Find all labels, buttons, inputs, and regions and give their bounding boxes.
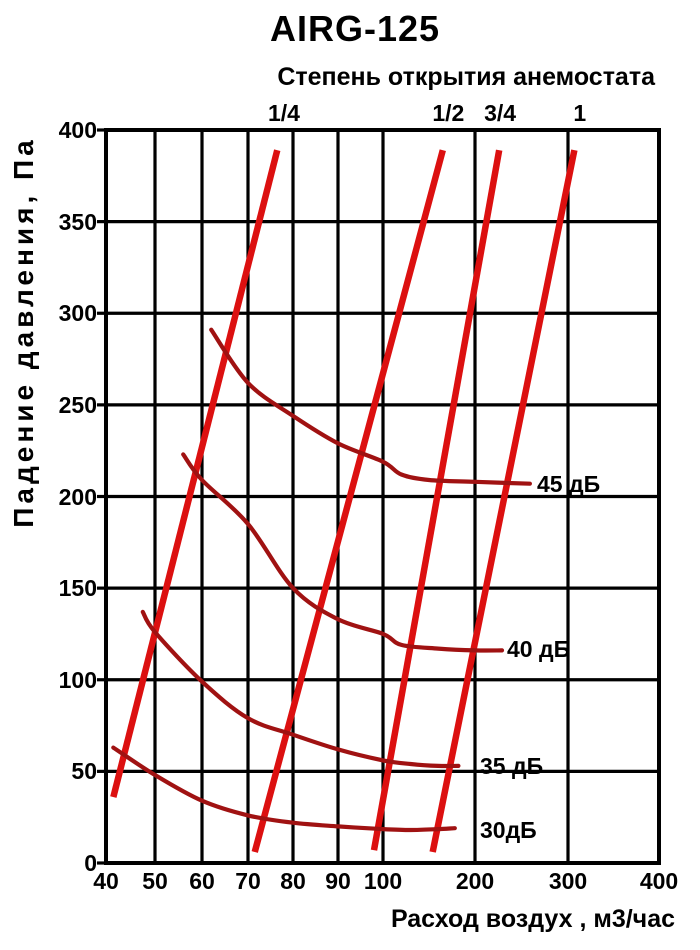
top-tick-3/4: 3/4 bbox=[484, 100, 517, 126]
noise-label-35 дБ: 35 дБ bbox=[480, 753, 544, 779]
x-tick-200: 200 bbox=[455, 868, 495, 894]
noise-curve-40 дБ bbox=[181, 452, 505, 653]
plot-frame bbox=[104, 128, 661, 865]
y-tick-50: 50 bbox=[71, 758, 97, 785]
x-tick-40: 40 bbox=[93, 868, 119, 894]
noise-curve-30дБ bbox=[111, 745, 457, 833]
y-tick-100: 100 bbox=[58, 666, 97, 693]
top-tick-1/2: 1/2 bbox=[432, 100, 465, 126]
y-tick-400: 400 bbox=[58, 117, 97, 143]
top-axis-label: Степень открытия анемостата bbox=[277, 63, 655, 91]
opening-line-3/4 bbox=[370, 149, 503, 851]
y-tick-250: 250 bbox=[58, 391, 97, 418]
opening-line-1/2 bbox=[251, 149, 446, 853]
chart-title: AIRG-125 bbox=[270, 8, 441, 49]
x-tick-80: 80 bbox=[280, 868, 306, 894]
x-tick-90: 90 bbox=[325, 868, 351, 894]
opening-line-1 bbox=[429, 149, 578, 853]
top-tick-1: 1 bbox=[573, 100, 587, 126]
noise-label-30дБ: 30дБ bbox=[480, 817, 537, 843]
x-axis-label: Расход воздух , м3/час bbox=[390, 905, 675, 933]
noise-label-40 дБ: 40 дБ bbox=[507, 636, 571, 662]
noise-curve-35 дБ bbox=[140, 609, 461, 769]
y-tick-200: 200 bbox=[58, 483, 97, 510]
x-tick-60: 60 bbox=[189, 868, 215, 894]
x-tick-400: 400 bbox=[639, 868, 679, 894]
y-tick-150: 150 bbox=[58, 575, 97, 602]
y-tick-350: 350 bbox=[58, 208, 97, 235]
top-tick-1/4: 1/4 bbox=[268, 100, 300, 126]
noise-label-45 дБ: 45 дБ bbox=[537, 471, 601, 497]
y-tick-300: 300 bbox=[58, 300, 97, 327]
y-tick-0: 0 bbox=[84, 850, 97, 876]
x-tick-100: 100 bbox=[363, 868, 403, 894]
x-tick-70: 70 bbox=[235, 868, 261, 894]
noise-curve-45 дБ bbox=[209, 327, 532, 486]
x-tick-300: 300 bbox=[548, 868, 588, 894]
x-tick-50: 50 bbox=[142, 868, 168, 894]
